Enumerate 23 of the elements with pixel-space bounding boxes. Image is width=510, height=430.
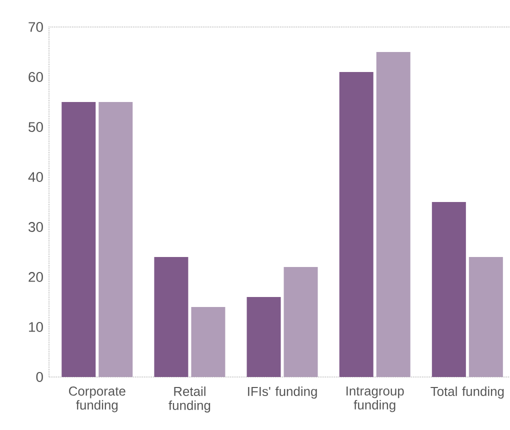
bar	[432, 202, 466, 377]
bar	[468, 257, 503, 377]
bar	[246, 297, 281, 377]
bar	[62, 102, 96, 377]
x-tick-label: Corporate funding	[68, 386, 126, 412]
y-tick-label: 20	[28, 272, 43, 282]
bar	[284, 267, 318, 377]
x-tick-label: Intragroup funding	[346, 386, 404, 412]
y-tick-label: 10	[29, 322, 43, 332]
y-tick-label: 60	[28, 72, 43, 82]
x-tick-label: IFIs' funding	[248, 386, 317, 399]
bar	[191, 307, 226, 377]
bar	[339, 72, 374, 377]
bar	[98, 102, 133, 377]
y-tick-label: 50	[28, 122, 43, 132]
y-tick-label: 70	[28, 22, 43, 32]
x-tick-label: Total funding	[430, 386, 504, 399]
bar	[154, 257, 188, 377]
x-tick-label: Retail funding	[168, 386, 210, 413]
y-tick-label: 0	[36, 372, 43, 382]
bar	[376, 52, 410, 377]
y-tick-label: 30	[28, 222, 43, 232]
y-tick-label: 40	[28, 172, 43, 182]
